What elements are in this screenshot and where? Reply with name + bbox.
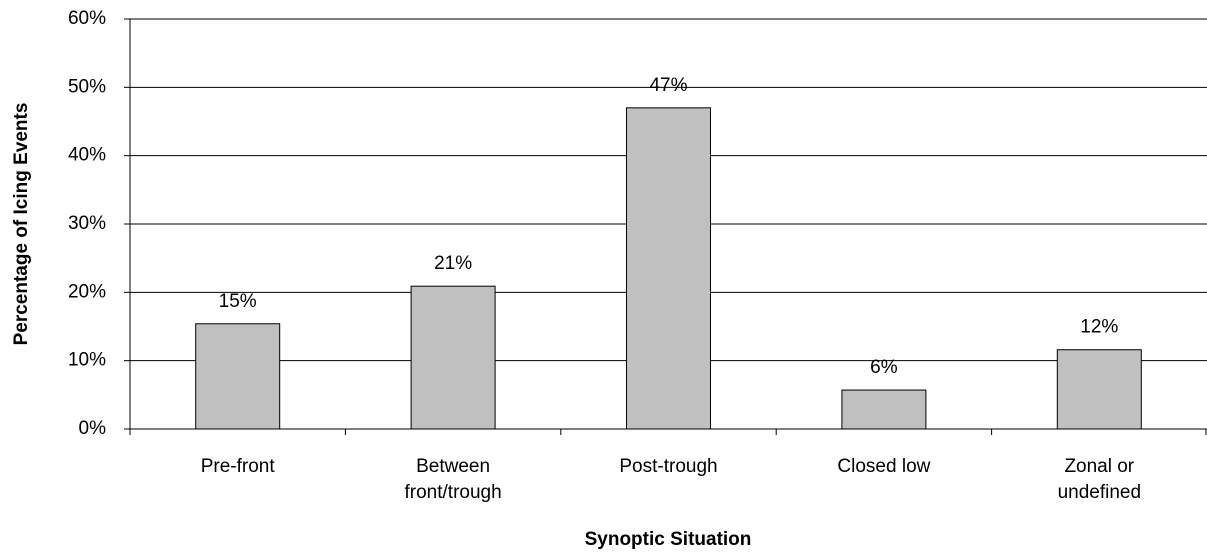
x-tick-label: Post-trough [619, 456, 718, 477]
x-tick-label: Closed low [837, 456, 931, 477]
bar [195, 323, 281, 430]
bar [410, 285, 496, 430]
x-tick-label: Zonal or undefined [1057, 456, 1142, 503]
y-tick-label: 30% [68, 213, 106, 234]
data-label: 47% [649, 75, 687, 96]
y-tick-label: 60% [68, 8, 106, 29]
data-label: 6% [870, 357, 898, 378]
y-tick-label: 20% [68, 281, 106, 302]
data-label: 21% [434, 253, 472, 274]
x-tick-label: Pre-front [200, 456, 275, 477]
x-tick-label: Between front/trough [404, 456, 502, 503]
bar [841, 389, 927, 430]
y-tick-label: 50% [68, 76, 106, 97]
bar [1056, 349, 1142, 430]
data-label: 12% [1080, 317, 1118, 338]
y-tick-label: 10% [68, 350, 106, 371]
bar [626, 107, 711, 430]
y-tick-label: 40% [68, 145, 106, 166]
y-tick-label: 0% [79, 418, 107, 439]
data-label: 15% [219, 291, 257, 312]
y-axis-title: Percentage of Icing Events [11, 103, 32, 346]
x-axis-title: Synoptic Situation [585, 529, 752, 550]
